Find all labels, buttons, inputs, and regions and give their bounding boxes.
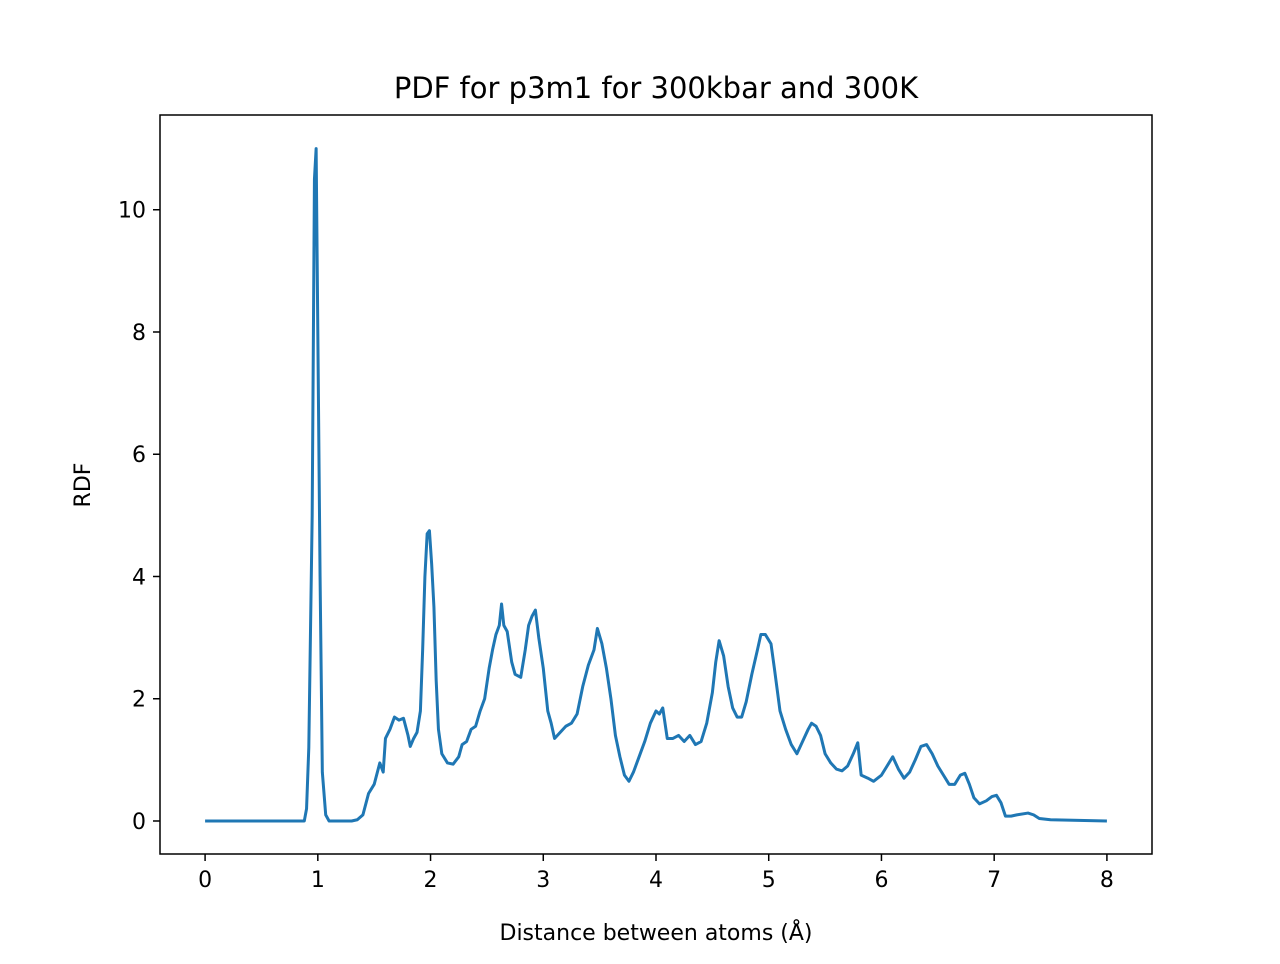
y-tick-label: 8: [132, 321, 146, 346]
x-tick-label: 3: [536, 868, 550, 893]
x-tick-label: 0: [198, 868, 212, 893]
x-tick-label: 2: [424, 868, 438, 893]
x-tick-label: 4: [649, 868, 663, 893]
y-tick-label: 0: [132, 810, 146, 835]
x-axis-label: Distance between atoms (Å): [500, 919, 813, 946]
line: [205, 147, 1107, 823]
plot-frame: [159, 114, 1153, 855]
x-tick-label: 5: [762, 868, 776, 893]
x-tick-label: 6: [874, 868, 888, 893]
x-tick-label: 1: [311, 868, 325, 893]
x-tick-label: 8: [1100, 868, 1114, 893]
y-axis-label: RDF: [71, 463, 96, 508]
x-tick-label: 7: [987, 868, 1001, 893]
y-tick-label: 4: [132, 565, 146, 590]
y-tick-label: 10: [118, 199, 146, 224]
chart-title: PDF for p3m1 for 300kbar and 300K: [394, 71, 919, 105]
y-tick-label: 2: [132, 688, 146, 713]
y-tick-label: 6: [132, 443, 146, 468]
